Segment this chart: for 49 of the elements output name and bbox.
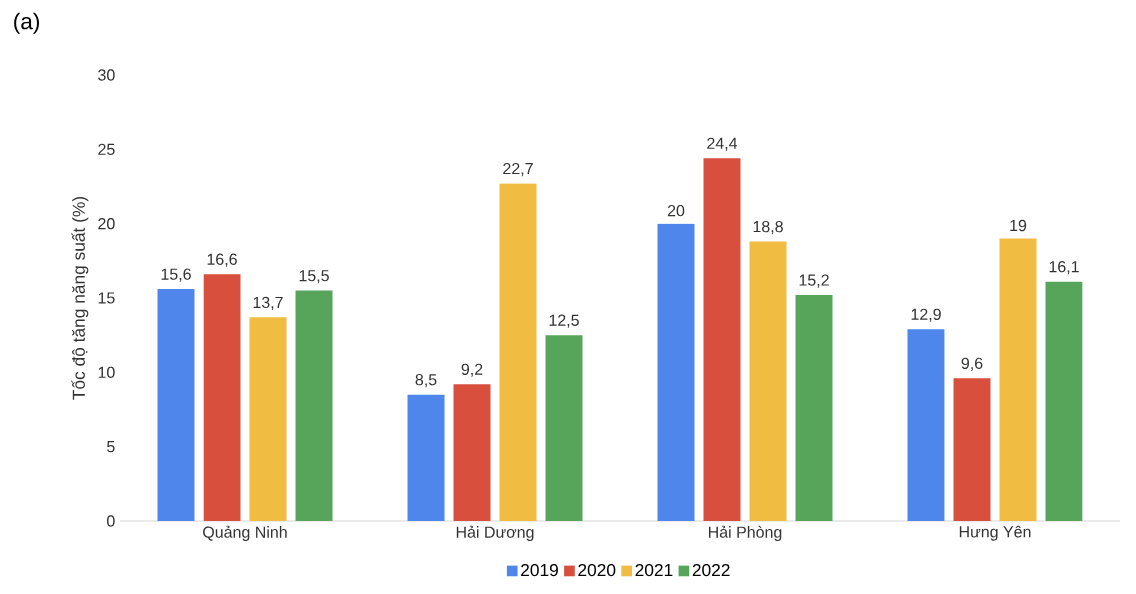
legend-label: 2020: [578, 563, 616, 577]
data-label: 15,5: [299, 270, 329, 284]
data-label: 9,2: [461, 363, 483, 377]
bar: [295, 290, 333, 521]
bar: [203, 274, 241, 521]
y-tick-label: 5: [107, 441, 115, 453]
data-label: 16,1: [1049, 261, 1079, 275]
bar: [499, 183, 537, 521]
bar: [545, 335, 583, 521]
x-tick-label: Quảng Ninh: [203, 525, 287, 541]
bar: [453, 384, 491, 521]
bar: [249, 317, 287, 521]
y-tick-label: 10: [98, 366, 115, 378]
x-tick-label: Hải Dương: [456, 525, 534, 541]
bar: [657, 223, 695, 521]
bar: [953, 378, 991, 521]
bar: [157, 289, 195, 521]
bar: [749, 241, 787, 521]
data-label: 13,7: [253, 296, 283, 310]
y-axis-title: Tốc độ tăng năng suất (%): [71, 196, 89, 400]
x-tick-label: Hưng Yên: [959, 525, 1031, 541]
y-tick-label: 25: [98, 143, 115, 155]
bar: [999, 238, 1037, 521]
data-label: 16,6: [207, 253, 237, 267]
bar: [795, 295, 833, 521]
legend-label: 2021: [635, 563, 673, 577]
legend-label: 2019: [521, 563, 558, 577]
data-label: 8,5: [415, 374, 437, 388]
bar: [407, 394, 445, 521]
x-tick-label: Hải Phòng: [708, 525, 782, 541]
data-label: 20: [667, 204, 685, 217]
y-tick-label: 30: [98, 69, 115, 81]
data-label: 9,6: [961, 357, 983, 371]
bar: [907, 329, 945, 521]
y-tick-label: 15: [98, 292, 115, 304]
data-label: 18,8: [753, 220, 783, 235]
data-label: 22,7: [503, 162, 533, 177]
data-label: 15,6: [161, 268, 191, 282]
y-tick-label: 0: [107, 515, 115, 527]
data-label: 19: [1010, 219, 1027, 232]
bar: [703, 158, 741, 521]
data-label: 12,9: [911, 308, 941, 322]
y-tick-label: 20: [98, 218, 115, 230]
bar: [1045, 281, 1083, 521]
text: (a): [14, 12, 40, 34]
legend-label: 2022: [692, 563, 730, 577]
data-label: 15,2: [799, 274, 829, 288]
data-label: 24,4: [707, 137, 738, 151]
data-label: 12,5: [549, 314, 579, 328]
